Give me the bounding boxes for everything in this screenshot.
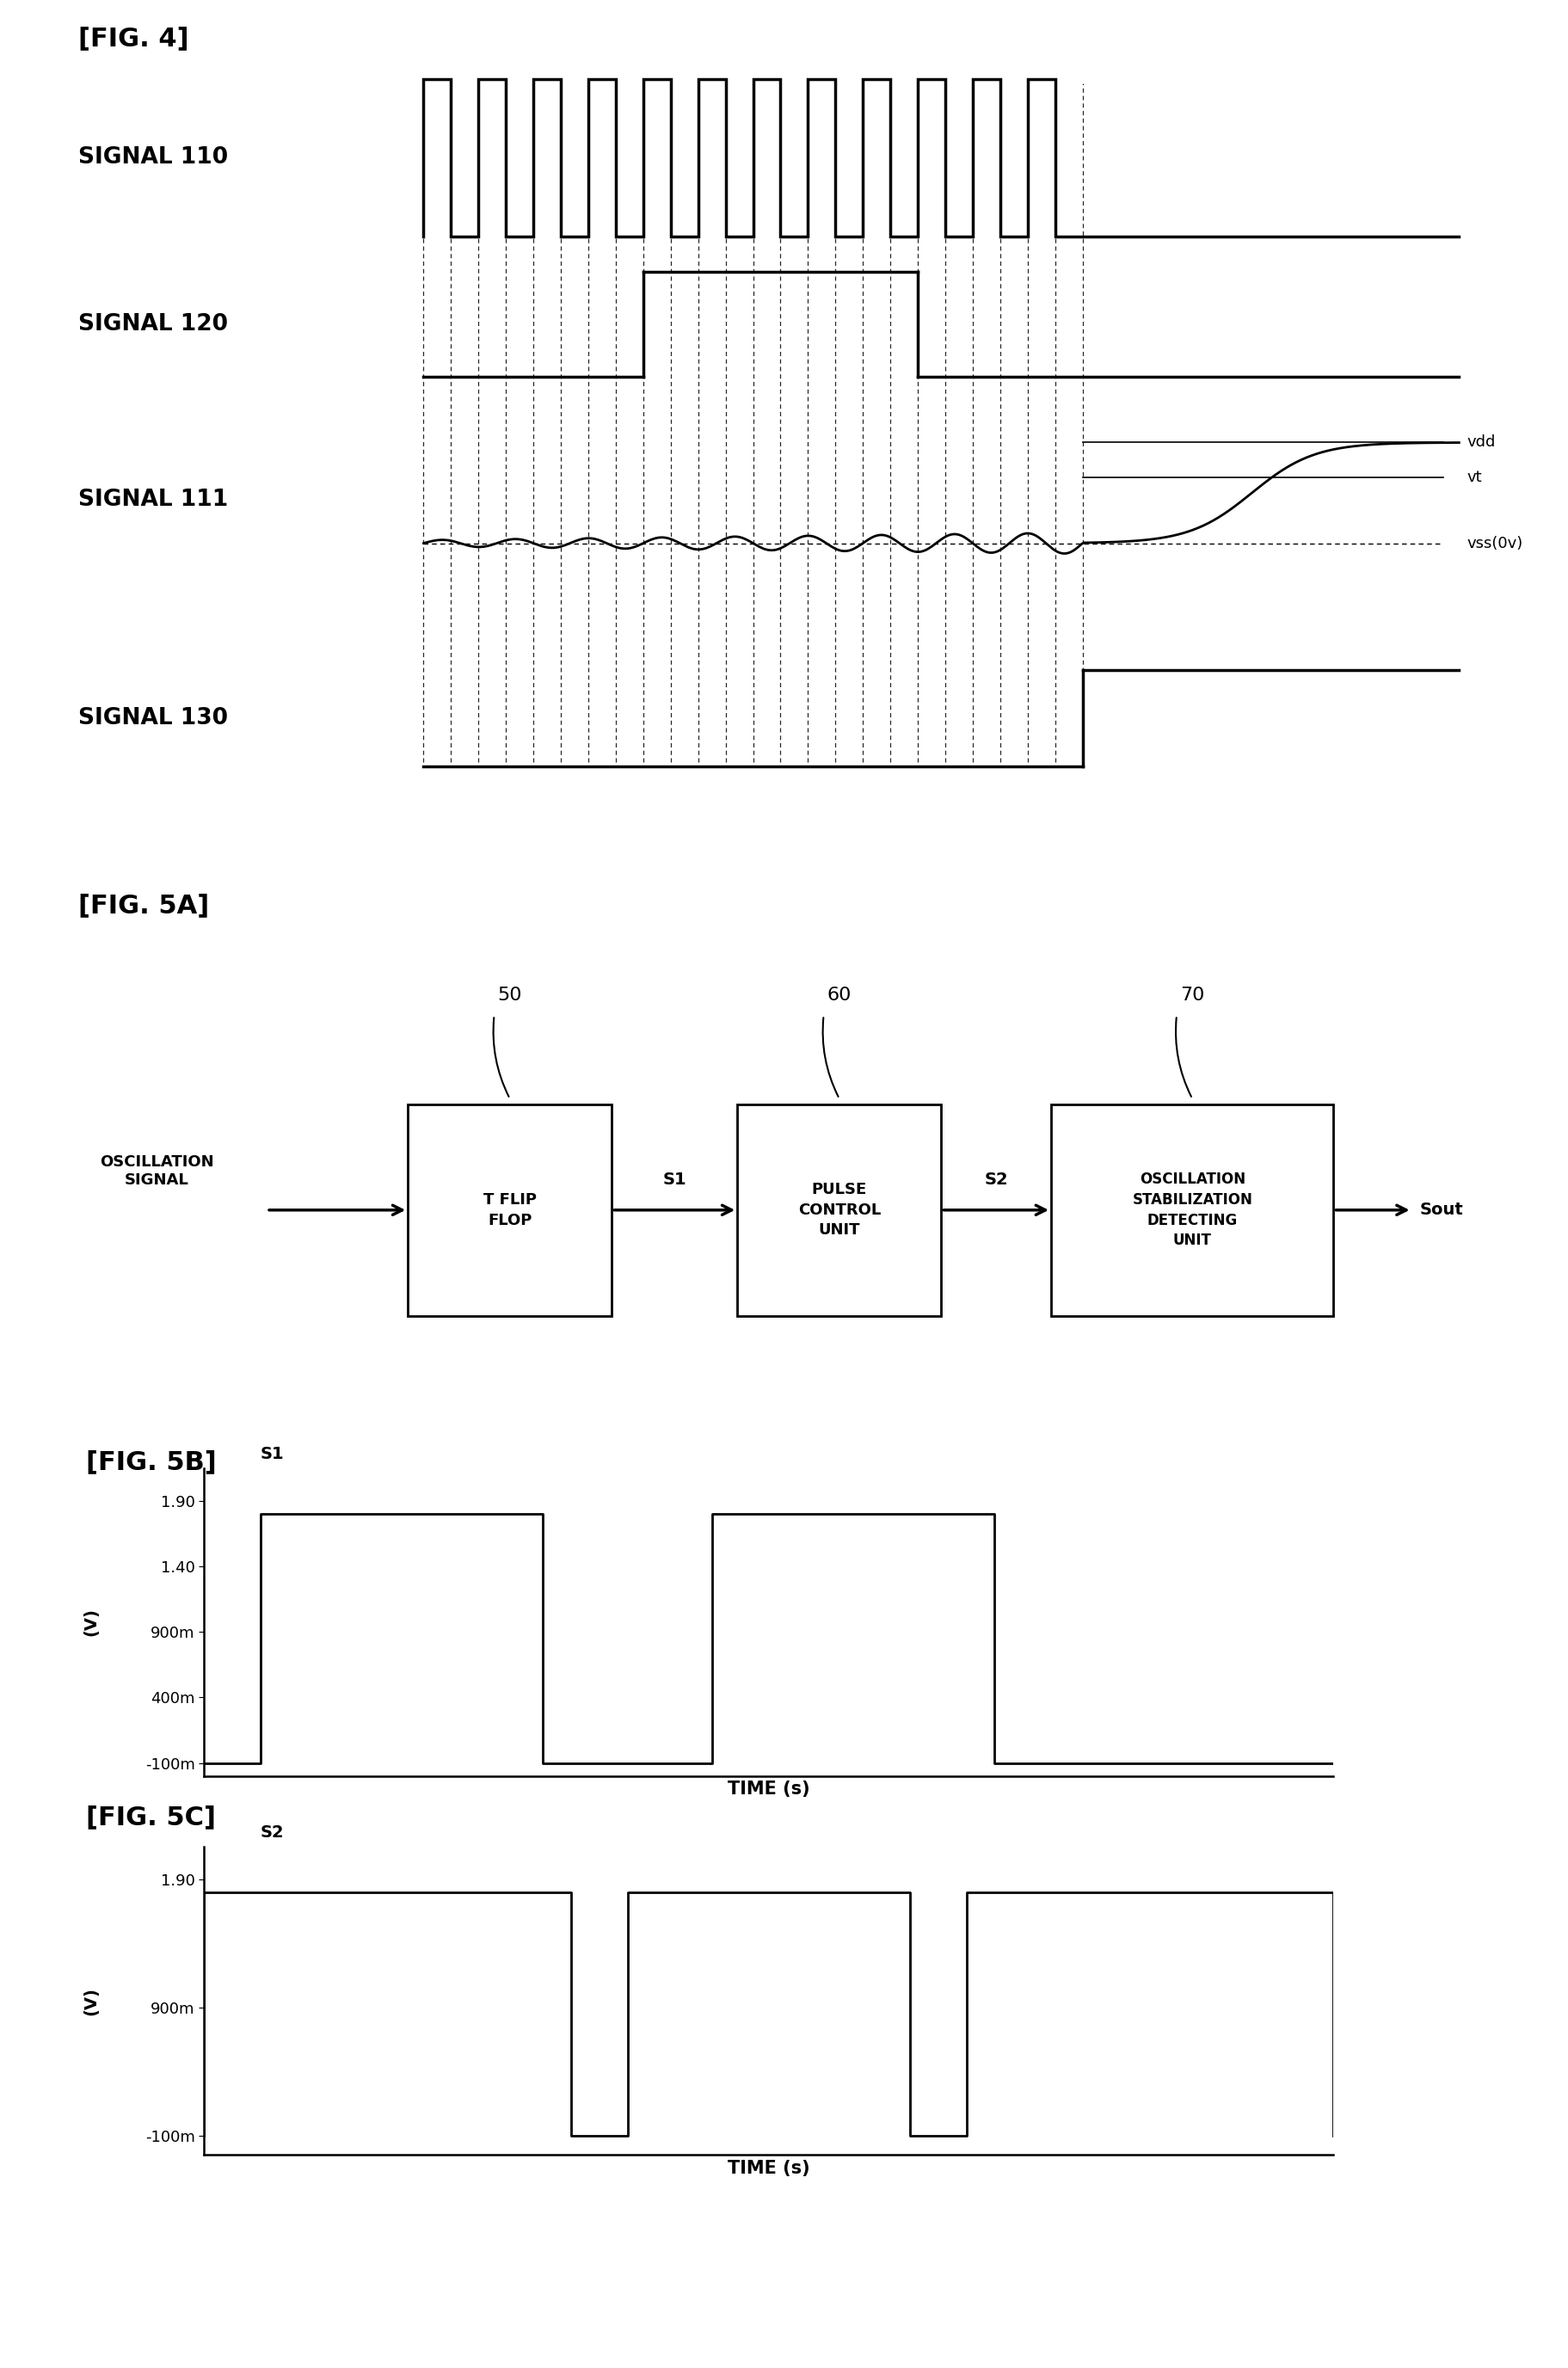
Text: vdd: vdd [1466,436,1494,450]
Text: (V): (V) [83,1608,99,1636]
Text: S2: S2 [260,1823,284,1840]
Text: OSCILLATION
SIGNAL: OSCILLATION SIGNAL [100,1156,213,1189]
Text: PULSE
CONTROL
UNIT: PULSE CONTROL UNIT [798,1182,880,1238]
Text: 50: 50 [497,987,522,1004]
Text: (V): (V) [83,1987,99,2015]
Bar [737,1103,941,1317]
Text: [FIG. 4]: [FIG. 4] [78,26,190,52]
Text: SIGNAL 111: SIGNAL 111 [78,488,229,511]
Text: SIGNAL 110: SIGNAL 110 [78,147,227,168]
Text: [FIG. 5A]: [FIG. 5A] [78,893,209,919]
X-axis label: TIME (s): TIME (s) [728,2160,809,2176]
Text: S2: S2 [983,1172,1008,1189]
Text: 60: 60 [826,987,851,1004]
X-axis label: TIME (s): TIME (s) [728,1781,809,1797]
Text: [FIG. 5B]: [FIG. 5B] [86,1449,216,1475]
Text: S1: S1 [662,1172,687,1189]
Text: Sout: Sout [1419,1203,1463,1217]
Text: OSCILLATION
STABILIZATION
DETECTING
UNIT: OSCILLATION STABILIZATION DETECTING UNIT [1132,1172,1251,1248]
Text: [FIG. 5C]: [FIG. 5C] [86,1804,216,1830]
Bar [408,1103,612,1317]
Text: S1: S1 [260,1444,284,1461]
Text: vss(0v): vss(0v) [1466,535,1523,552]
Bar [1051,1103,1333,1317]
Text: T FLIP
FLOP: T FLIP FLOP [483,1191,536,1229]
Text: vt: vt [1466,469,1482,485]
Text: SIGNAL 120: SIGNAL 120 [78,313,227,336]
Text: SIGNAL 130: SIGNAL 130 [78,708,227,729]
Text: 70: 70 [1179,987,1204,1004]
